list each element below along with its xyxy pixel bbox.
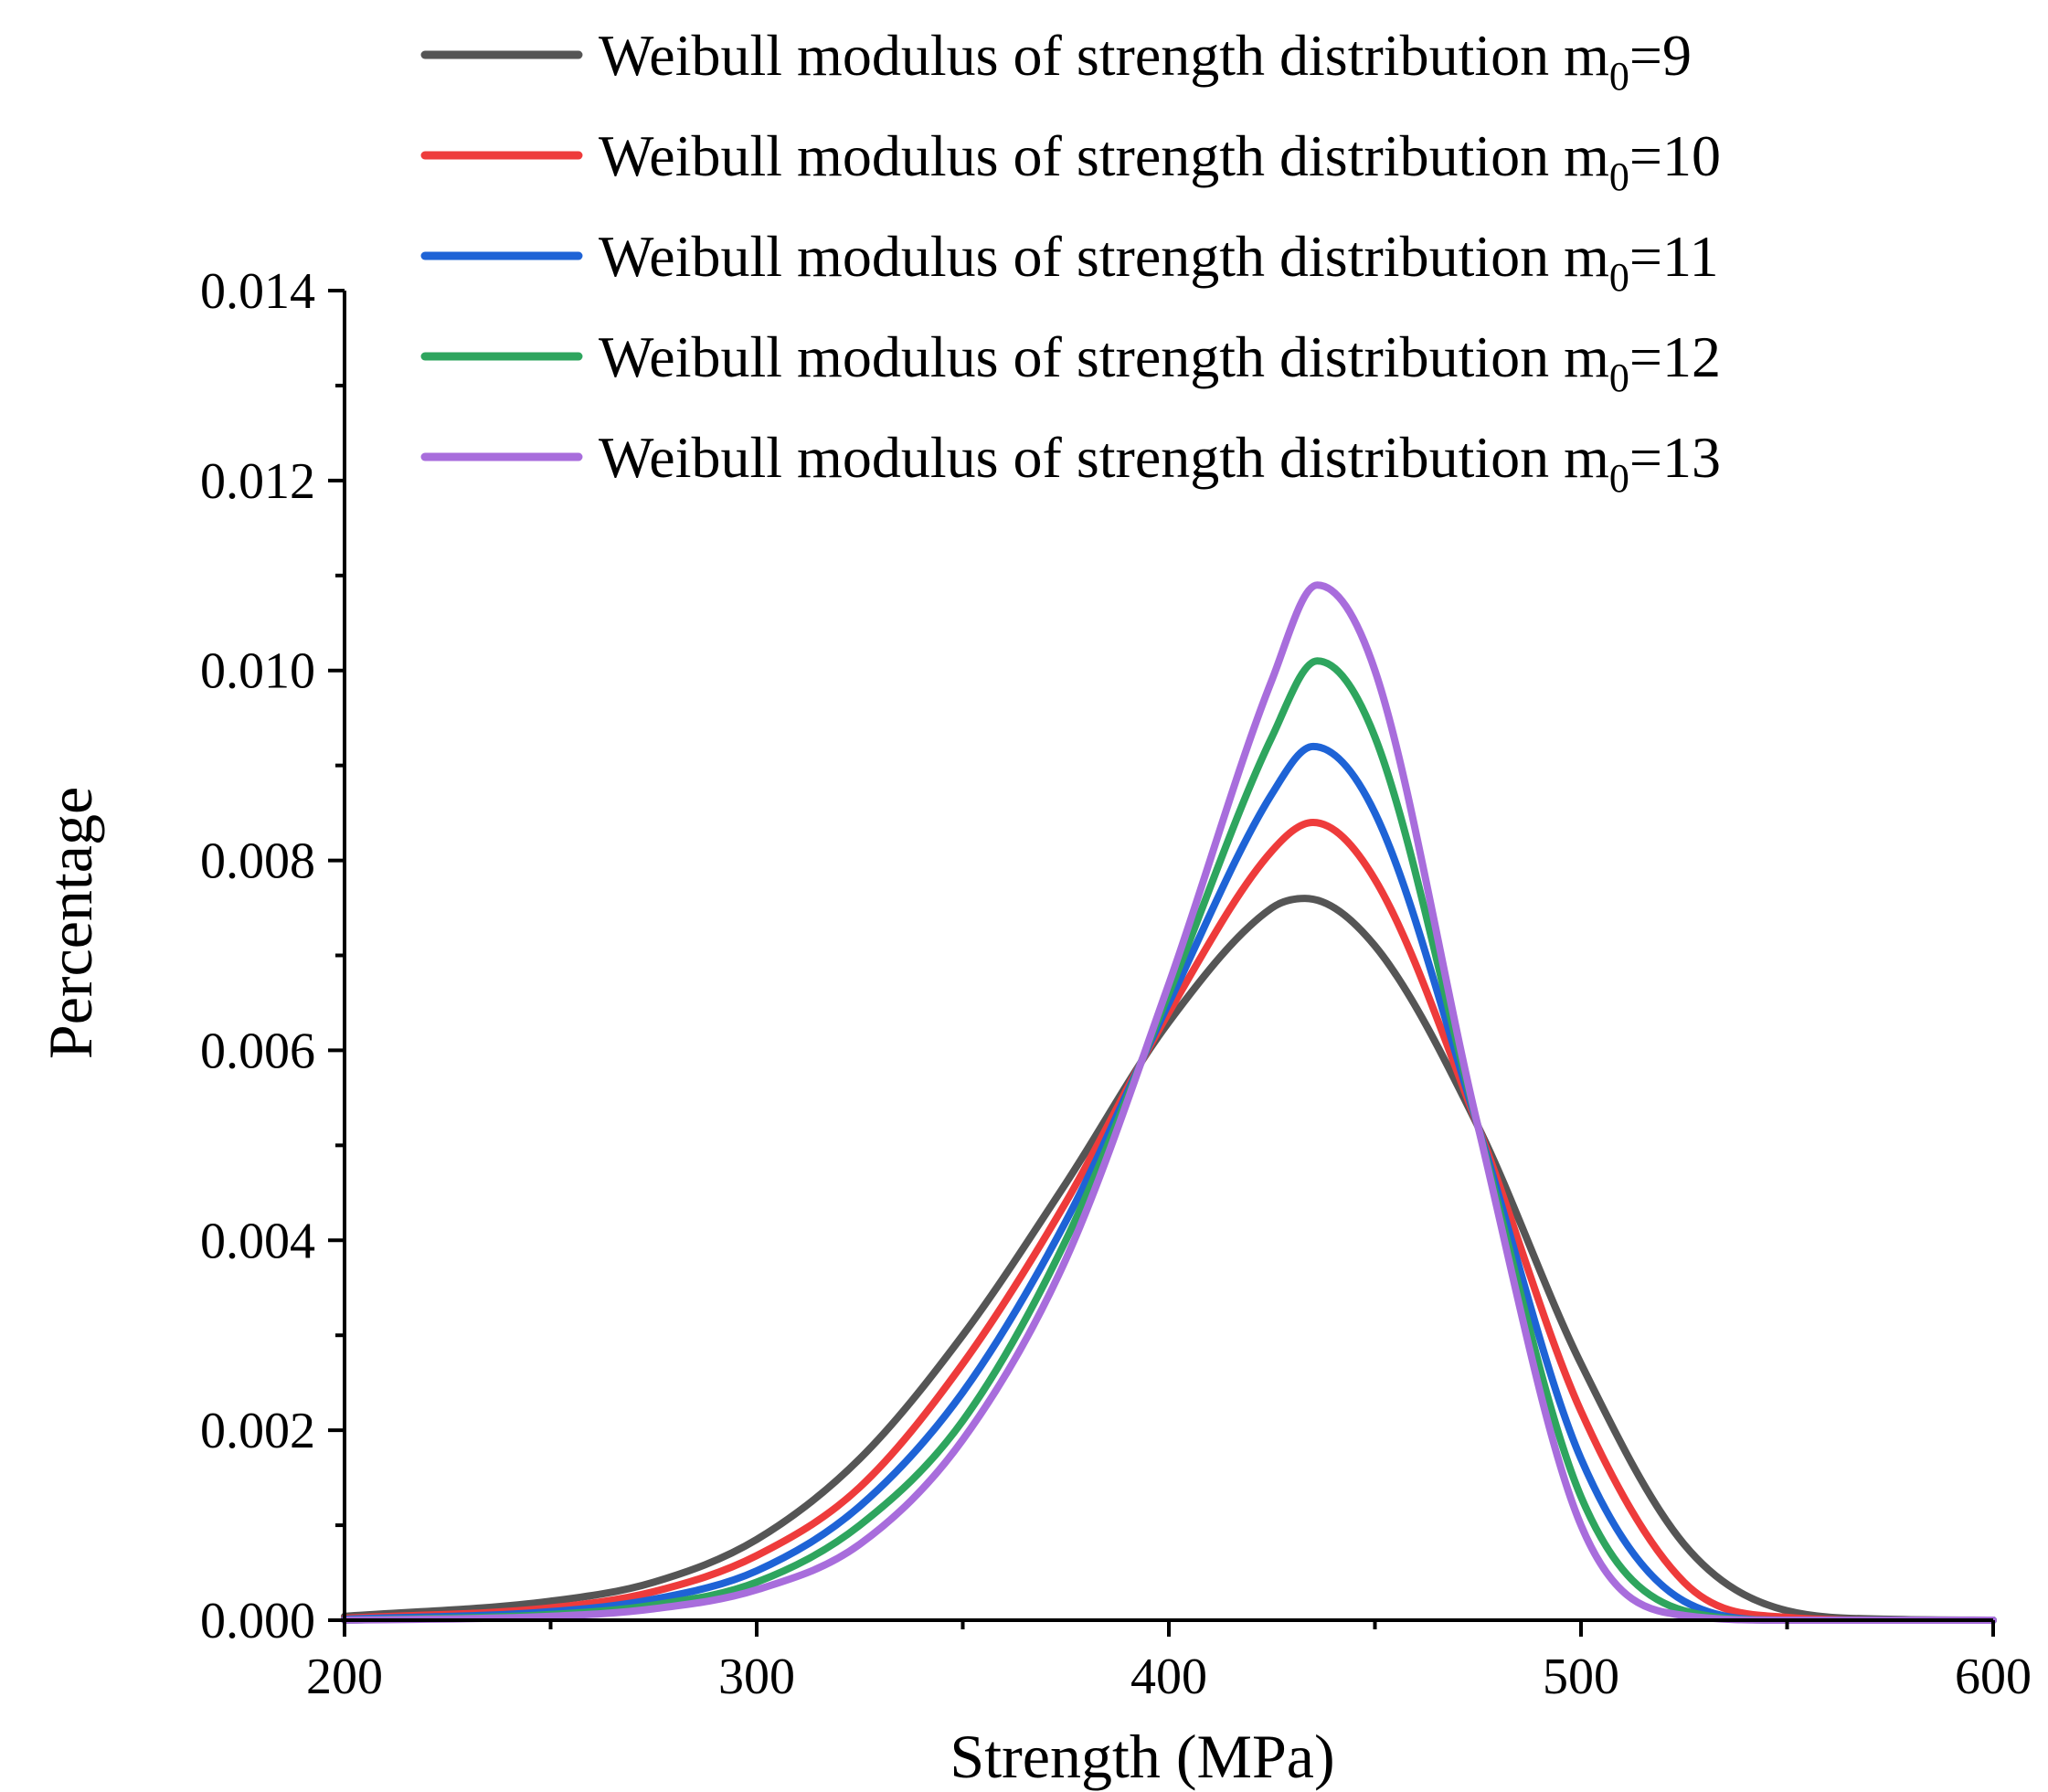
x-ticks: 200 300 400 500 600 bbox=[306, 1620, 2032, 1705]
y-tick-label: 0.004 bbox=[200, 1213, 315, 1269]
legend-label: Weibull modulus of strength distribution… bbox=[599, 23, 1692, 99]
legend-label: Weibull modulus of strength distribution… bbox=[599, 224, 1719, 300]
x-axis-title: Strength (MPa) bbox=[950, 1722, 1334, 1791]
legend-label: Weibull modulus of strength distribution… bbox=[599, 324, 1721, 400]
x-tick-label: 300 bbox=[718, 1649, 795, 1705]
x-tick-label: 400 bbox=[1130, 1649, 1207, 1705]
series-line-m0-9 bbox=[341, 895, 1997, 1624]
y-ticks: 0.000 0.002 0.004 0.006 0.008 0.010 0.012 0.014 bbox=[200, 263, 345, 1649]
y-tick-label: 0.010 bbox=[200, 643, 315, 700]
y-tick-label: 0.014 bbox=[200, 263, 315, 320]
y-tick-label: 0.000 bbox=[200, 1593, 315, 1649]
series-curves bbox=[341, 581, 1997, 1624]
y-tick-label: 0.008 bbox=[200, 833, 315, 890]
x-tick-label: 200 bbox=[306, 1649, 383, 1705]
y-tick-label: 0.002 bbox=[200, 1403, 315, 1459]
y-tick-label: 0.012 bbox=[200, 453, 315, 510]
legend: Weibull modulus of strength distribution… bbox=[420, 23, 1721, 501]
legend-label: Weibull modulus of strength distribution… bbox=[599, 123, 1721, 199]
series-line-m0-12 bbox=[341, 657, 1997, 1624]
series-line-m0-10 bbox=[341, 819, 1997, 1624]
x-tick-label: 600 bbox=[1955, 1649, 2032, 1705]
series-line-m0-11 bbox=[341, 742, 1997, 1624]
series-line-m0-13 bbox=[341, 581, 1997, 1624]
legend-label: Weibull modulus of strength distribution… bbox=[599, 425, 1721, 501]
x-tick-label: 500 bbox=[1543, 1649, 1619, 1705]
y-axis-title: Percentage bbox=[36, 787, 105, 1059]
y-tick-label: 0.006 bbox=[200, 1023, 315, 1079]
